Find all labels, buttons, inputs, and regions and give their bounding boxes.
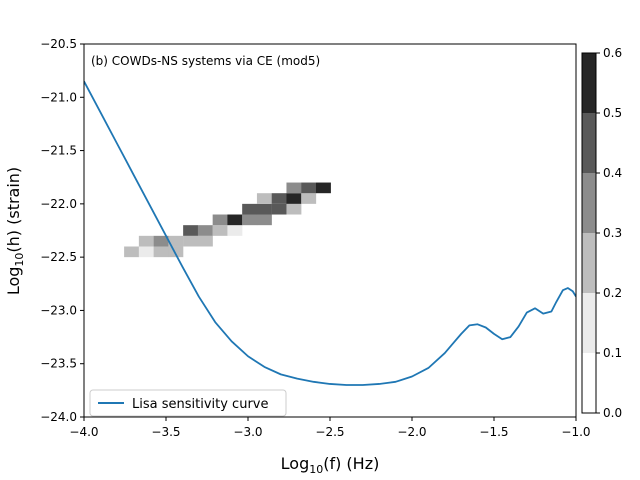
heatmap-cell [183,235,199,247]
heatmap-cell [242,214,258,226]
heatmap-cell [256,214,272,226]
plot-area [84,44,576,417]
legend: Lisa sensitivity curve [89,389,287,417]
heatmap-cell [138,235,154,247]
x-axis: −4.0 −3.5 −3.0 −2.5 −2.0 −1.5 −1.0 [69,417,591,439]
x-tick-label: −4.0 [69,425,98,439]
heatmap-cell [197,225,213,236]
heatmap-cell [301,182,317,194]
heatmap-cell [256,193,272,204]
x-tick-label: −1.5 [479,425,508,439]
colorbar-tick-label: 0.5 [603,106,622,120]
colorbar-level [582,233,596,293]
heatmap-cell [242,203,258,215]
colorbar-level [582,293,596,353]
heatmap [124,182,331,258]
heatmap-cell [286,182,302,194]
x-axis-title: Log10(f) (Hz) [281,454,380,476]
y-tick-label: −23.5 [40,357,77,371]
heatmap-cell [315,182,331,194]
colorbar-tick-label: 0.3 [603,226,622,240]
x-tick-label: −3.5 [151,425,180,439]
heatmap-cell [197,235,213,247]
legend-label: Lisa sensitivity curve [132,397,268,412]
y-tick-label: −22.5 [40,250,77,264]
colorbar-level [582,53,596,113]
sensitivity-curve-layer [84,80,576,386]
y-axis: −20.5 −21.0 −21.5 −22.0 −22.5 −23.0 −23.5 −24.0 [40,37,84,424]
heatmap-cell [286,203,302,215]
heatmap-cell [168,246,184,258]
heatmap-cell [301,193,317,204]
colorbar-level [582,353,596,413]
colorbar-tick-label: 0.0 [603,406,622,420]
x-tick-label: −2.0 [397,425,426,439]
y-axis-title: Log10(h) (strain) [4,167,26,295]
heatmap-cell [212,225,228,236]
x-tick-label: −1.0 [561,425,590,439]
heatmap-cell [286,193,302,204]
heatmap-cell [168,235,184,247]
colorbar-tick-label: 0.6 [603,46,622,60]
heatmap-cell [153,246,169,258]
heatmap-cell [271,203,287,215]
heatmap-cell [227,225,243,236]
chart-annotation: (b) COWDs-NS systems via CE (mod5) [91,54,320,68]
heatmap-cell [124,246,140,258]
heatmap-cell [271,193,287,204]
heatmap-cell [227,214,243,226]
heatmap-cell [138,246,154,258]
y-tick-label: −20.5 [40,37,77,51]
colorbar-tick-label: 0.2 [603,286,622,300]
y-tick-label: −21.5 [40,144,77,158]
heatmap-cell [212,214,228,226]
heatmap-cell [256,203,272,215]
y-tick-label: −24.0 [40,410,77,424]
colorbar-level [582,113,596,173]
heatmap-cell [183,225,199,236]
colorbar-level [582,173,596,233]
colorbar-tick-label: 0.4 [603,166,622,180]
colorbar-tick-label: 0.1 [603,346,622,360]
x-tick-label: −2.5 [315,425,344,439]
colorbar: 0.0 0.1 0.2 0.3 0.4 0.5 0.6 [581,46,622,420]
lisa-sensitivity-curve [84,80,576,386]
heatmap-cell [153,235,169,247]
x-tick-label: −3.0 [233,425,262,439]
y-tick-label: −22.0 [40,197,77,211]
y-tick-label: −21.0 [40,90,77,104]
legend-box [89,389,287,417]
y-tick-label: −23.0 [40,303,77,317]
